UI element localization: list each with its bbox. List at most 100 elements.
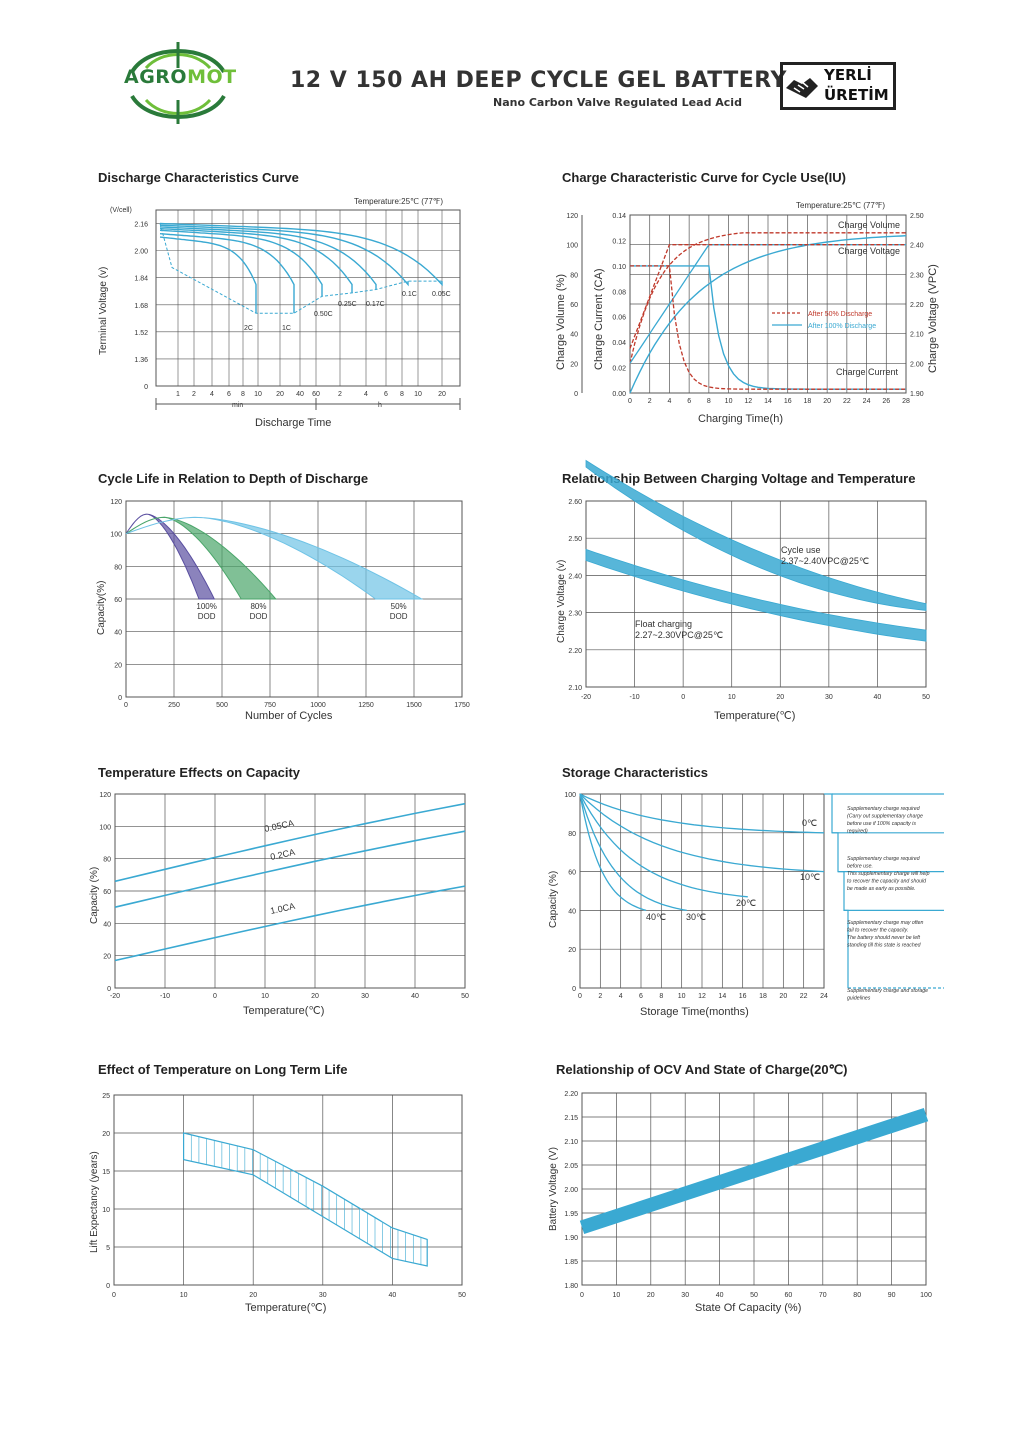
discharge-plot-frame bbox=[155, 209, 461, 387]
cyclelife-series-sub: DOD bbox=[198, 612, 216, 621]
discharge-series-label: 0.25C bbox=[338, 301, 357, 308]
storage-ytick: 0 bbox=[572, 986, 576, 993]
ocv-chart: Battery Voltage (V) State Of Capacity (%… bbox=[548, 1091, 932, 1314]
charge-current-curve-50 bbox=[630, 265, 906, 390]
tempcapacity-ytick: 0 bbox=[107, 986, 111, 993]
storage-xtick: 2 bbox=[598, 993, 602, 1000]
cyclelife-xtick: 750 bbox=[264, 702, 276, 709]
chargevoltage-xtick: -10 bbox=[630, 694, 640, 701]
discharge-curve bbox=[159, 233, 295, 314]
storage-xtick: 24 bbox=[820, 993, 828, 1000]
tempcapacity-xtick: 30 bbox=[361, 993, 369, 1000]
chargevoltage-ytick: 2.10 bbox=[568, 685, 582, 692]
tempcapacity-xtick: 40 bbox=[411, 993, 419, 1000]
discharge-ytick: 1.84 bbox=[134, 276, 148, 283]
storage-note-line: Supplementary charge required bbox=[847, 806, 921, 812]
storage-note-line: The battery should never be left bbox=[847, 935, 921, 941]
charge-xtick: 10 bbox=[725, 398, 733, 405]
ocv-xtick: 40 bbox=[716, 1292, 724, 1299]
discharge-xtick: 6 bbox=[227, 391, 231, 398]
chargevoltage-xtick: 10 bbox=[728, 694, 736, 701]
tempcapacity-series-label: 0.2CA bbox=[269, 847, 296, 862]
charge-current-ytick: 0.14 bbox=[612, 213, 626, 220]
discharge-xtick: 8 bbox=[400, 391, 404, 398]
yerli-uretim-badge bbox=[780, 62, 896, 110]
discharge-yunit: (V/cell) bbox=[110, 207, 132, 214]
tempcapacity-xtick: -10 bbox=[160, 993, 170, 1000]
charge-xtick: 4 bbox=[667, 398, 671, 405]
storage-note-line: before use if 100% capacity is bbox=[847, 821, 916, 827]
float-charging-label: Float charging bbox=[635, 619, 692, 629]
storage-ytick: 80 bbox=[568, 831, 576, 838]
ocv-xtick: 90 bbox=[888, 1292, 896, 1299]
discharge-xtick: 4 bbox=[364, 391, 368, 398]
storage-note-line: Supplementary charge may often bbox=[847, 920, 924, 926]
cyclelife-xtick: 1250 bbox=[358, 702, 374, 709]
longlife-ytick: 15 bbox=[102, 1169, 110, 1176]
logo-text: AGROMOT bbox=[124, 66, 237, 88]
storage-ylabel: Capacity (%) bbox=[548, 871, 559, 928]
discharge-xtick: 4 bbox=[210, 391, 214, 398]
discharge-curve bbox=[159, 224, 409, 287]
discharge-series-label: 1C bbox=[282, 325, 291, 332]
cyclelife-band bbox=[125, 516, 277, 600]
charge-xtick: 2 bbox=[648, 398, 652, 405]
charge-chart: Temperature:25℃ (77℉) Charge Volume (%) … bbox=[555, 201, 939, 425]
discharge-ytick: 0 bbox=[144, 384, 148, 391]
discharge-series-label: 0.05C bbox=[432, 291, 451, 298]
cyclelife-xtick: 1500 bbox=[406, 702, 422, 709]
discharge-xtick: 20 bbox=[276, 391, 284, 398]
storage-xtick: 14 bbox=[718, 993, 726, 1000]
chargevoltage-title: Relationship Between Charging Voltage an… bbox=[562, 471, 916, 486]
storage-ytick: 100 bbox=[564, 792, 576, 799]
ocv-xtick: 100 bbox=[920, 1292, 932, 1299]
storage-xtick: 10 bbox=[678, 993, 686, 1000]
page-subtitle: Nano Carbon Valve Regulated Lead Acid bbox=[493, 96, 742, 109]
storage-note-line: Supplementary charge and storage bbox=[847, 988, 928, 994]
discharge-xtick: 40 bbox=[296, 391, 304, 398]
ocv-xtick: 50 bbox=[750, 1292, 758, 1299]
charge-current-ytick: 0.06 bbox=[612, 315, 626, 322]
charge-legend-100: After 100% Discharge bbox=[808, 323, 876, 330]
badge-line-2: ÜRETİM bbox=[824, 86, 889, 104]
storage-xtick: 6 bbox=[639, 993, 643, 1000]
discharge-xtick: 20 bbox=[438, 391, 446, 398]
charge-xtick: 20 bbox=[823, 398, 831, 405]
storage-note-line: Supplementary charge required bbox=[847, 856, 921, 862]
discharge-curve bbox=[159, 229, 323, 297]
charge-xtick: 16 bbox=[784, 398, 792, 405]
ocv-xtick: 10 bbox=[613, 1292, 621, 1299]
charge-volume-ytick: 80 bbox=[570, 272, 578, 279]
cyclelife-band bbox=[125, 513, 216, 600]
badge-line-1: YERLİ bbox=[824, 66, 872, 84]
ocv-ytick: 1.85 bbox=[564, 1259, 578, 1266]
handshake-icon bbox=[786, 78, 818, 98]
longlife-ytick: 25 bbox=[102, 1093, 110, 1100]
storage-title: Storage Characteristics bbox=[562, 765, 708, 780]
discharge-ytick: 1.36 bbox=[134, 357, 148, 364]
cyclelife-ytick: 40 bbox=[114, 630, 122, 637]
storage-ytick: 20 bbox=[568, 947, 576, 954]
chargevoltage-ytick: 2.60 bbox=[568, 499, 582, 506]
cyclelife-xtick: 500 bbox=[216, 702, 228, 709]
cyclelife-ytick: 20 bbox=[114, 662, 122, 669]
longlife-ytick: 5 bbox=[106, 1245, 110, 1252]
agromot-logo-icon bbox=[130, 42, 226, 124]
discharge-xtick: 8 bbox=[241, 391, 245, 398]
cyclelife-xtick: 250 bbox=[168, 702, 180, 709]
longlife-xtick: 30 bbox=[319, 1292, 327, 1299]
charge-xlabel: Charging Time(h) bbox=[698, 413, 783, 425]
header: AGROMOT 12 V 150 AH DEEP CYCLE GEL BATTE… bbox=[0, 0, 1024, 150]
tempcapacity-curve bbox=[114, 830, 466, 908]
tempcapacity-xtick: 50 bbox=[461, 993, 469, 1000]
storage-curve bbox=[579, 793, 647, 912]
ocv-xtick: 80 bbox=[853, 1292, 861, 1299]
storage-curve bbox=[579, 793, 825, 873]
cyclelife-series-sub: DOD bbox=[390, 612, 408, 621]
discharge-ylabel: Terminal Voltage (v) bbox=[98, 267, 109, 355]
charge-current-ytick: 0.10 bbox=[612, 264, 626, 271]
longlife-xtick: 10 bbox=[180, 1292, 188, 1299]
charge-xtick: 12 bbox=[744, 398, 752, 405]
chargevoltage-xlabel: Temperature(℃) bbox=[714, 710, 795, 722]
cyclelife-ytick: 80 bbox=[114, 564, 122, 571]
